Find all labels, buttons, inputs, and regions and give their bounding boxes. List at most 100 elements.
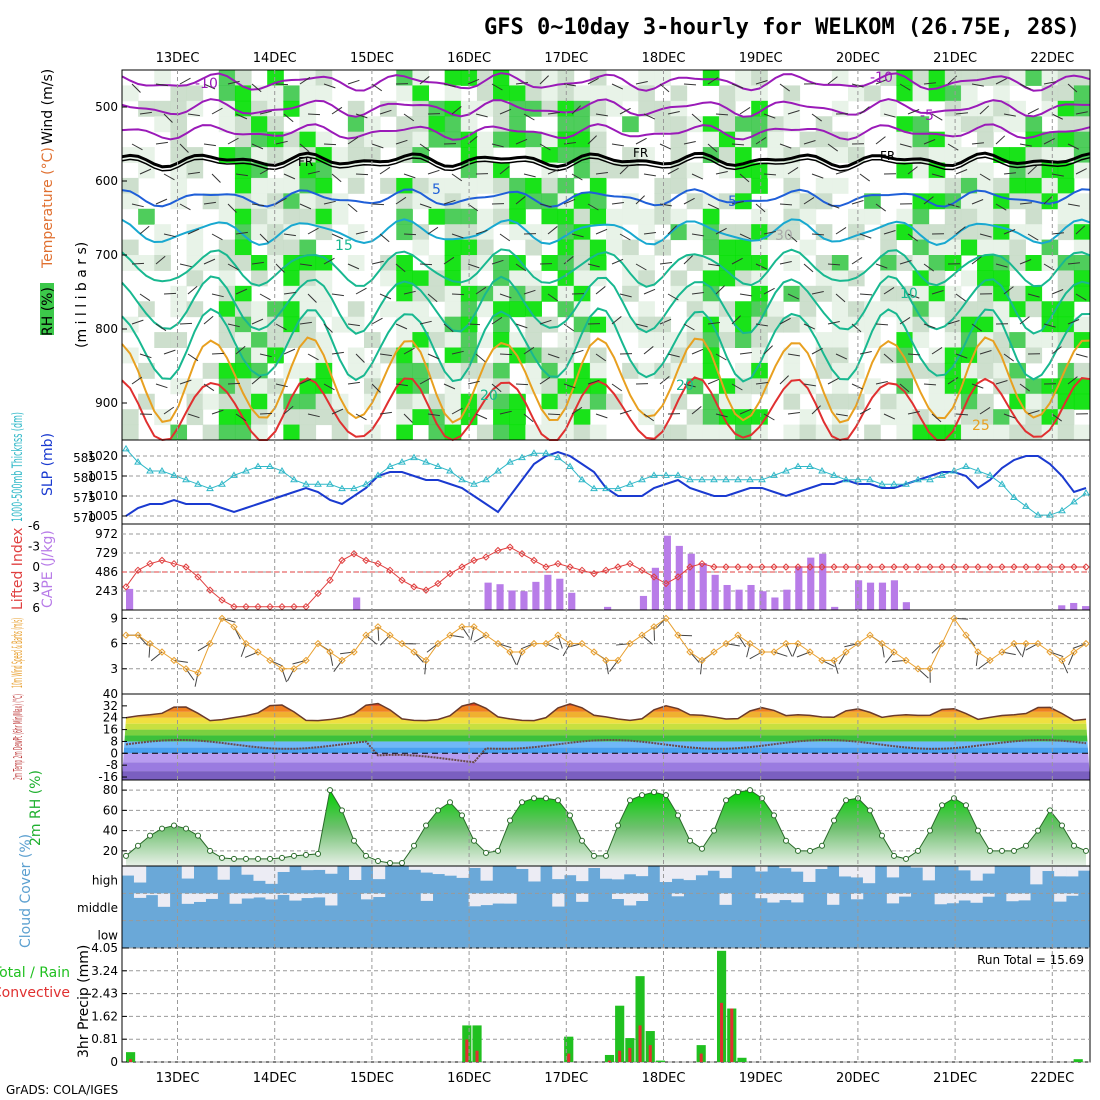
- rh-shade-cell: [509, 177, 526, 194]
- rh-shade-cell: [944, 301, 962, 318]
- wind10m-point: [482, 631, 490, 639]
- cape-bar: [819, 553, 827, 610]
- lifted-index-point: [554, 559, 562, 568]
- wind-barb: [563, 256, 574, 265]
- rh-shade-cell: [525, 301, 542, 318]
- wind-barb: [859, 351, 872, 355]
- wind-barb: [1043, 195, 1054, 205]
- wind-barb: [419, 377, 431, 385]
- date-tick-bottom: 17DEC: [544, 1071, 588, 1086]
- rh-shade-cell: [460, 409, 478, 426]
- wind-barb: [731, 201, 744, 205]
- rh-shade-cell: [718, 332, 736, 348]
- wind-barb: [739, 293, 752, 297]
- cloud-gap-cell: [408, 866, 422, 870]
- rh-shade-cell: [702, 270, 720, 287]
- cloud-gap-cell: [468, 893, 481, 907]
- rh-shade-cell: [347, 316, 365, 333]
- rh-shade-cell: [1025, 393, 1043, 410]
- rh-shade-cell: [751, 208, 768, 225]
- wind-barb: [1003, 113, 1016, 117]
- rh-shade-cell: [283, 285, 300, 302]
- rh-shade-cell: [186, 162, 204, 179]
- rh-shade-cell: [702, 208, 720, 225]
- cape-bar: [126, 588, 134, 610]
- rh-shade-cell: [815, 255, 833, 271]
- wind-barb: [539, 203, 552, 208]
- wind-barb: [707, 263, 720, 267]
- wind-barb: [1027, 233, 1039, 241]
- thickness-point: [518, 453, 526, 461]
- wind10m-point: [170, 656, 178, 665]
- precip-convective-bar: [465, 1039, 469, 1062]
- rh-shade-cell: [251, 116, 268, 133]
- cape-bar: [520, 591, 528, 610]
- rh2m-point: [231, 855, 237, 862]
- rh-shade-cell: [686, 301, 704, 318]
- rh-shade-cell: [912, 285, 930, 302]
- rh-shade-cell: [912, 332, 930, 348]
- wind-barb: [1067, 83, 1078, 93]
- wind-barb: [299, 76, 311, 85]
- rh-shade-cell: [670, 116, 688, 133]
- y-tick-label: 16: [103, 723, 118, 737]
- cloud-gap-cell: [157, 893, 171, 907]
- wind-barb: [1027, 108, 1039, 115]
- wind-barb: [139, 111, 152, 115]
- rh-shade-cell: [525, 285, 542, 302]
- rh-shade-cell: [783, 393, 801, 410]
- contour-label: 30: [775, 228, 793, 244]
- rh-shade-cell: [557, 116, 575, 133]
- rh-shade-cell: [735, 362, 752, 379]
- wind10m-point: [1058, 656, 1066, 665]
- rh2m-point: [735, 789, 741, 796]
- rh-shade-cell: [1025, 255, 1043, 271]
- cape-bar: [807, 557, 815, 610]
- thickness-point: [1058, 506, 1066, 514]
- cape-bar: [866, 582, 875, 610]
- lifted-index-point: [686, 563, 694, 571]
- rh-shade-cell: [799, 131, 817, 148]
- wind-barb: [707, 378, 720, 385]
- wind-barb: [827, 143, 839, 152]
- rh-shade-cell: [251, 270, 268, 287]
- cloud-gap-cell: [253, 866, 266, 881]
- rh-shade-cell: [267, 131, 284, 148]
- rh-shade-cell: [880, 255, 897, 271]
- wind-barb: [667, 225, 677, 235]
- rh-shade-cell: [267, 85, 284, 102]
- rh-shade-cell: [977, 255, 994, 271]
- wind-barb: [971, 83, 984, 87]
- cloud-gap-cell: [1054, 893, 1067, 902]
- cloud-gap-cell: [659, 866, 673, 883]
- wind-barb: [1051, 173, 1064, 177]
- wind-barb: [643, 232, 656, 235]
- wind-barb: [955, 413, 969, 416]
- rh-shade-cell: [444, 208, 462, 225]
- wind-barb: [139, 293, 151, 302]
- wind-barb: [715, 285, 725, 295]
- rh-shade-cell: [234, 393, 252, 410]
- wind-barb: [419, 263, 433, 266]
- thickness-point: [722, 475, 730, 483]
- rh-shade-cell: [589, 162, 607, 179]
- rh-shade-cell: [299, 239, 317, 256]
- wind-barb: [299, 143, 310, 153]
- contour-label: -10: [870, 70, 893, 86]
- cloud-gap-cell: [253, 893, 266, 898]
- rh-shade-cell: [364, 362, 381, 379]
- rh-shade-cell: [815, 270, 833, 287]
- wind-barb: [659, 262, 672, 265]
- rh-shade-cell: [783, 424, 801, 441]
- wind-barb: [331, 293, 344, 297]
- rh-shade-cell: [622, 239, 639, 256]
- wind-barb: [811, 233, 825, 236]
- wind-barb: [883, 230, 896, 235]
- rh-shade-cell: [912, 362, 930, 379]
- rh-shade-cell: [880, 100, 897, 117]
- wind10m-point: [938, 639, 946, 648]
- wind-barb: [475, 113, 488, 118]
- rh-shade-cell: [944, 116, 962, 133]
